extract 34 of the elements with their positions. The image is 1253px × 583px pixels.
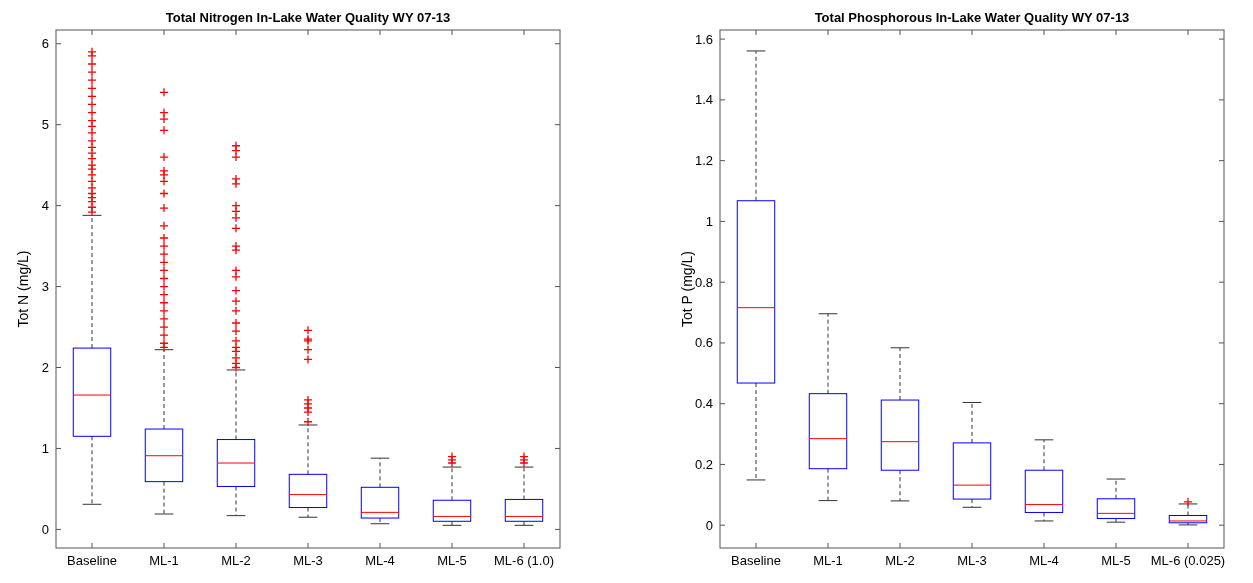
x-tick-label: ML-4 (365, 553, 395, 568)
x-tick-label: ML-6 (0.025) (1150, 553, 1226, 568)
y-tick-label: 1 (705, 213, 713, 229)
y-tick-label: 4 (41, 198, 49, 214)
x-tick-label: ML-6 (1.0) (494, 553, 554, 568)
x-tick-label: ML-2 (221, 553, 251, 568)
y-axis-title: Tot P (mg/L) (679, 251, 695, 327)
y-tick-label: 2 (41, 360, 49, 376)
x-tick-label: ML-3 (957, 553, 987, 568)
y-tick-label: 5 (41, 117, 49, 133)
chart-title: Total Phosphorous In-Lake Water Quality WY 07-13 (814, 10, 1130, 25)
y-tick-label: 1.4 (694, 92, 713, 108)
x-tick-label: Baseline (67, 553, 117, 568)
x-tick-label: ML-5 (437, 553, 467, 568)
y-tick-label: 1.2 (694, 153, 713, 169)
y-tick-label: 0.6 (694, 335, 713, 351)
y-tick-label: 0.2 (694, 457, 713, 472)
y-tick-label: 3 (41, 279, 49, 295)
x-tick-label: ML-1 (813, 553, 843, 568)
y-tick-label: 1.6 (694, 31, 713, 47)
x-tick-label: ML-1 (149, 553, 179, 568)
chart-title: Total Nitrogen In-Lake Water Quality WY 07-13 (165, 10, 451, 25)
y-tick-label: 0 (41, 521, 49, 537)
y-tick-label: 6 (41, 36, 49, 52)
x-tick-label: ML-3 (293, 553, 323, 568)
y-tick-label: 0.8 (694, 274, 713, 290)
y-axis-title: Tot N (mg/L) (15, 250, 31, 328)
y-tick-label: 1 (41, 441, 49, 456)
x-tick-label: Baseline (731, 553, 781, 568)
y-tick-label: 0.4 (694, 396, 713, 412)
y-tick-label: 0 (705, 517, 713, 533)
x-tick-label: ML-4 (1029, 553, 1059, 568)
x-tick-label: ML-5 (1101, 553, 1131, 568)
x-tick-label: ML-2 (885, 553, 915, 568)
